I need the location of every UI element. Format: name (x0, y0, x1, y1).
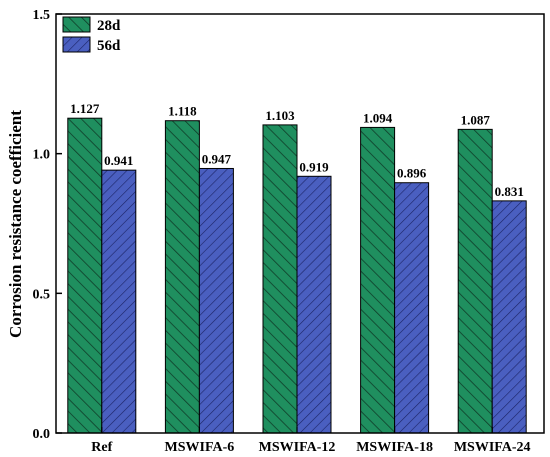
y-tick-label: 0.0 (33, 427, 51, 442)
bar-28d-Ref (67, 117, 103, 434)
bar-56d-MSWIFA-24 (491, 200, 527, 434)
plot-frame (55, 13, 545, 434)
bar-28d-MSWIFA-24 (457, 128, 493, 434)
x-axis: Ref MSWIFA-6 MSWIFA-12 MSWIFA-18 MSWIFA-24 (91, 427, 531, 455)
value-labels-group: 1.127 0.941 1.118 0.947 1.103 0.919 1.094 0.896… (70, 101, 524, 199)
value-label-28d-MSWIFA-18: 1.094 (363, 110, 393, 125)
value-label-56d-MSWIFA-6: 0.947 (202, 151, 232, 166)
bar-56d-MSWIFA-18 (394, 182, 430, 434)
value-label-28d-MSWIFA-24: 1.087 (461, 112, 491, 127)
y-axis-label: Corrosion resistance coefficient (6, 110, 25, 338)
value-label-56d-MSWIFA-12: 0.919 (299, 159, 329, 174)
value-label-28d-MSWIFA-12: 1.103 (265, 108, 295, 123)
bar-56d-MSWIFA-12 (296, 175, 332, 434)
x-tick-label: MSWIFA-12 (259, 440, 336, 455)
value-label-28d-Ref: 1.127 (70, 101, 100, 116)
y-axis: 0.0 0.5 1.0 1.5 (33, 8, 62, 442)
y-tick-label: 0.5 (33, 287, 51, 302)
legend-label-28d: 28d (97, 18, 121, 34)
bars-group (67, 117, 527, 434)
x-tick-label: MSWIFA-24 (454, 440, 531, 455)
legend-swatch-28d (62, 16, 91, 33)
value-label-56d-MSWIFA-24: 0.831 (495, 184, 524, 199)
value-label-28d-MSWIFA-6: 1.118 (168, 104, 197, 119)
bar-56d-Ref (101, 169, 137, 434)
bar-28d-MSWIFA-18 (360, 126, 396, 434)
y-tick-label: 1.0 (33, 148, 51, 163)
x-tick-label: MSWIFA-6 (165, 440, 235, 455)
legend-swatch-56d (62, 36, 91, 53)
bar-28d-MSWIFA-6 (164, 120, 200, 434)
x-tick-label: Ref (91, 440, 112, 455)
bar-56d-MSWIFA-6 (198, 167, 234, 434)
legend-label-56d: 56d (97, 38, 121, 54)
x-tick-label: MSWIFA-18 (356, 440, 433, 455)
value-label-56d-MSWIFA-18: 0.896 (397, 166, 427, 181)
bar-28d-MSWIFA-12 (262, 124, 298, 434)
value-label-56d-Ref: 0.941 (104, 153, 133, 168)
y-tick-label: 1.5 (33, 8, 51, 23)
